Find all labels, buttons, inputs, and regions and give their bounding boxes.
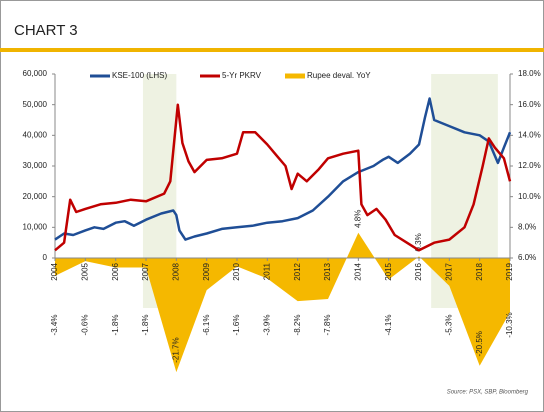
series-line (54, 97, 512, 241)
data-label: -1.8% (141, 315, 150, 336)
legend-label: 5-Yr PKRV (222, 71, 262, 80)
y-tick-label: 20,000 (23, 192, 48, 201)
chart-title: CHART 3 (14, 22, 78, 39)
data-label: 4.8% (353, 210, 362, 228)
data-label: -8.2% (293, 315, 302, 336)
source: Source: PSX, SBP, Bloomberg (447, 390, 529, 396)
series-line (54, 103, 512, 252)
data-label: -21.7% (171, 337, 180, 362)
y-tick-label: 60,000 (23, 69, 48, 78)
data-label: -7.8% (323, 315, 332, 336)
data-label: -4.1% (384, 315, 393, 336)
y-tick-label: 10,000 (23, 222, 48, 231)
data-label: -1.8% (111, 315, 120, 336)
y2-tick-label: 6.0% (518, 253, 536, 262)
x-tick-label: 2014 (353, 262, 362, 280)
legend-label: KSE-100 (LHS) (112, 71, 167, 80)
y2-tick-label: 14.0% (518, 130, 541, 139)
y-tick-label: 40,000 (23, 130, 48, 139)
x-tick-label: 2016 (414, 262, 423, 280)
x-tick-label: 2019 (505, 262, 514, 280)
data-label: -10.3% (505, 312, 514, 337)
data-label: -0.6% (80, 315, 89, 336)
area (55, 232, 510, 373)
data-label: -3.4% (50, 315, 59, 336)
data-label: -1.6% (232, 315, 241, 336)
x-tick-label: 2011 (262, 262, 271, 280)
y2-tick-label: 10.0% (518, 192, 541, 201)
y-tick-label: 30,000 (23, 161, 48, 170)
x-tick-label: 2012 (293, 262, 302, 280)
data-label: -6.1% (202, 315, 211, 336)
x-tick-label: 2005 (80, 262, 89, 280)
y2-tick-label: 18.0% (518, 69, 541, 78)
x-tick-label: 2009 (202, 262, 211, 280)
y2-tick-label: 16.0% (518, 100, 541, 109)
data-label: 0.3% (414, 233, 423, 251)
title-rule (0, 48, 544, 52)
x-tick-label: 2008 (171, 262, 180, 280)
data-label: -3.9% (262, 315, 271, 336)
legend-label: Rupee deval. YoY (307, 71, 371, 80)
x-tick-label: 2006 (111, 262, 120, 280)
data-label: -5.3% (444, 315, 453, 336)
y2-tick-label: 8.0% (518, 222, 536, 231)
y-tick-label: 0 (43, 253, 48, 262)
x-tick-label: 2015 (384, 262, 393, 280)
x-tick-label: 2018 (475, 262, 484, 280)
y2-tick-label: 12.0% (518, 161, 541, 170)
x-tick-label: 2010 (232, 262, 241, 280)
x-tick-label: 2004 (50, 262, 59, 280)
x-tick-label: 2013 (323, 262, 332, 280)
y-tick-label: 50,000 (23, 100, 48, 109)
data-label: -20.5% (475, 331, 484, 356)
x-tick-label: 2007 (141, 262, 150, 280)
x-tick-label: 2017 (444, 262, 453, 280)
